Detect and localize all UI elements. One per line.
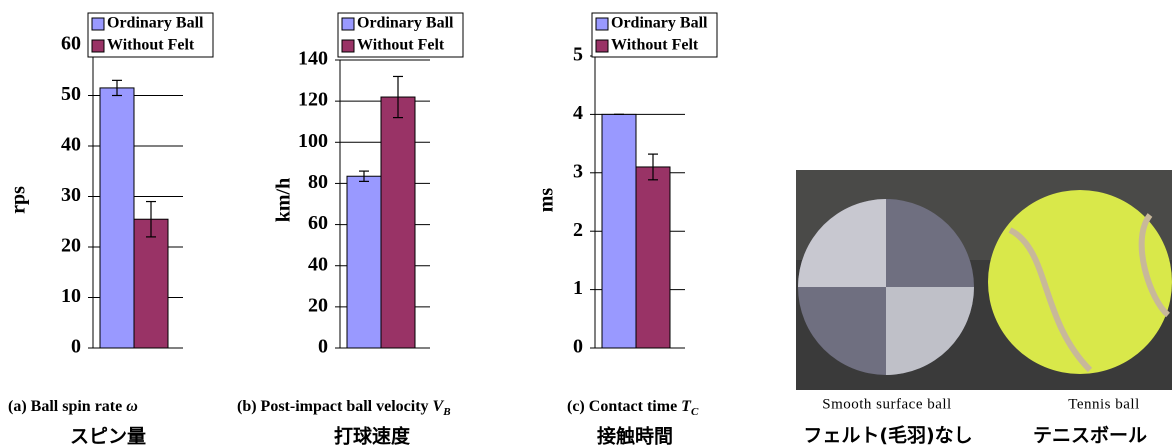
legend-label: Without Felt	[611, 37, 699, 54]
y-tick-label: 120	[298, 89, 328, 111]
caption-ja: スピン量	[70, 426, 146, 446]
legend-swatch	[596, 18, 608, 30]
legend-label: Without Felt	[357, 37, 445, 54]
y-axis-label: km/h	[273, 178, 295, 222]
bar	[347, 176, 381, 348]
caption-text: (c) Contact time	[567, 398, 677, 415]
bar	[636, 167, 670, 348]
legend-swatch	[342, 40, 354, 52]
y-tick-label: 60	[308, 212, 328, 234]
bar	[100, 88, 134, 348]
y-tick-label: 10	[61, 285, 81, 307]
chart: 0 10 20 30 40 50 60 rps Ordinary Ball Without Fel…	[8, 13, 213, 446]
caption-symbol: ω	[126, 398, 138, 415]
chart: 0 1 2 3 4 5 ms Ordinary Ball Without Felt (c) Con…	[536, 13, 717, 446]
y-tick-label: 0	[573, 336, 583, 358]
y-tick-label: 4	[573, 102, 583, 124]
legend-label: Ordinary Ball	[107, 15, 204, 32]
caption-ja: 接触時間	[597, 425, 673, 446]
photo: Smooth surface ball Tennis ball フェルト(毛羽)…	[796, 170, 1172, 446]
legend-label: Ordinary Ball	[357, 15, 454, 32]
y-tick-label: 0	[318, 336, 328, 358]
photo-label: Smooth surface ball	[822, 396, 951, 412]
y-tick-label: 20	[61, 235, 81, 257]
y-tick-label: 0	[71, 336, 81, 358]
legend-label: Ordinary Ball	[611, 15, 708, 32]
caption: (a) Ball spin rate ω	[8, 398, 138, 415]
y-tick-label: 3	[573, 160, 583, 182]
y-tick-label: 1	[573, 277, 583, 299]
y-tick-label: 80	[308, 171, 328, 193]
y-tick-label: 40	[61, 134, 81, 156]
y-axis-label: rps	[8, 186, 30, 214]
legend-swatch	[596, 40, 608, 52]
photo-label-ja: フェルト(毛羽)なし	[803, 425, 972, 446]
y-tick-label: 2	[573, 219, 583, 241]
legend: Ordinary Ball Without Felt	[592, 13, 717, 57]
legend-swatch	[342, 18, 354, 30]
y-tick-label: 140	[298, 48, 328, 70]
photo-label-ja: テニスボール	[1033, 425, 1147, 446]
caption: (b) Post-impact ball velocity VB	[237, 398, 451, 418]
bar	[602, 114, 636, 348]
caption-ja: 打球速度	[334, 425, 411, 446]
y-axis-label: ms	[536, 188, 558, 213]
legend-swatch	[92, 40, 104, 52]
y-tick-label: 100	[298, 130, 328, 152]
figure: Smooth surface ball Tennis ball フェルト(毛羽)…	[0, 0, 1172, 446]
legend-label: Without Felt	[107, 37, 195, 54]
tennis-ball	[988, 190, 1172, 374]
legend-swatch	[92, 18, 104, 30]
y-tick-label: 50	[61, 83, 81, 105]
chart: 0 20 40 60 80 100 120 140 km/h Ordinary Ball Witho…	[237, 13, 463, 446]
y-tick-label: 40	[308, 253, 328, 275]
y-tick-label: 30	[61, 184, 81, 206]
caption-subscript: C	[691, 406, 699, 418]
caption: (c) Contact time TC	[567, 398, 699, 418]
legend: Ordinary Ball Without Felt	[338, 13, 463, 57]
bar	[134, 219, 168, 348]
y-tick-label: 20	[308, 294, 328, 316]
caption-subscript: B	[442, 406, 450, 418]
y-tick-label: 5	[573, 44, 583, 66]
y-tick-label: 60	[61, 33, 81, 55]
caption-text: (a) Ball spin rate	[8, 398, 122, 415]
caption-text: (b) Post-impact ball velocity	[237, 398, 429, 415]
bar	[381, 97, 415, 348]
legend: Ordinary Ball Without Felt	[88, 13, 213, 57]
photo-label: Tennis ball	[1068, 396, 1140, 412]
